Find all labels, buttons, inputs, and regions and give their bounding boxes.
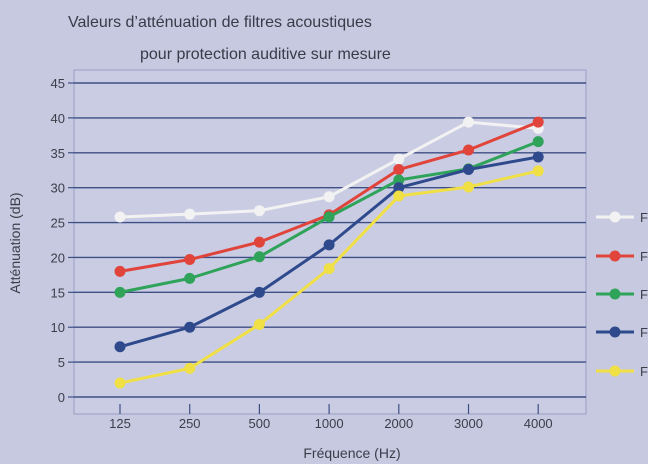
y-tick-label: 5 bbox=[58, 355, 65, 370]
data-point bbox=[393, 174, 405, 186]
data-point bbox=[184, 272, 196, 284]
legend-swatch-marker bbox=[609, 250, 621, 262]
legend-swatch-marker bbox=[609, 288, 621, 300]
data-point bbox=[323, 263, 335, 275]
data-point bbox=[393, 190, 405, 202]
data-point bbox=[114, 211, 126, 223]
x-tick-label: 125 bbox=[109, 416, 131, 431]
series-5 bbox=[114, 165, 544, 389]
data-point bbox=[323, 191, 335, 203]
legend-swatch-marker bbox=[609, 211, 621, 223]
data-point bbox=[393, 164, 405, 176]
x-tick-label: 1000 bbox=[315, 416, 344, 431]
data-point bbox=[184, 362, 196, 374]
y-tick-label: 45 bbox=[51, 76, 65, 91]
y-tick-label: 15 bbox=[51, 285, 65, 300]
data-point bbox=[463, 181, 474, 193]
x-tick-label: 4000 bbox=[524, 416, 553, 431]
y-tick-label: 25 bbox=[51, 216, 65, 231]
data-point bbox=[114, 341, 126, 353]
chart-subtitle: pour protection auditive sur mesure bbox=[140, 46, 391, 63]
legend-label: F bbox=[640, 287, 648, 302]
series-4 bbox=[114, 151, 544, 353]
y-tick-label: 10 bbox=[51, 320, 65, 335]
data-point bbox=[184, 208, 196, 220]
data-point bbox=[393, 153, 405, 165]
x-tick-label: 500 bbox=[249, 416, 271, 431]
data-point bbox=[184, 254, 196, 266]
x-tick-label: 250 bbox=[179, 416, 201, 431]
data-point bbox=[114, 265, 126, 277]
data-point bbox=[184, 321, 196, 333]
legend-label: F bbox=[640, 364, 648, 379]
data-point bbox=[253, 318, 265, 330]
y-axis-label: Atténuation (dB) bbox=[7, 192, 23, 293]
data-point bbox=[532, 116, 544, 128]
data-point bbox=[532, 151, 544, 163]
y-tick-label: 30 bbox=[51, 181, 65, 196]
data-point bbox=[323, 239, 335, 251]
data-point bbox=[463, 164, 474, 176]
data-point bbox=[114, 377, 126, 389]
legend-label: F bbox=[640, 249, 648, 264]
data-point bbox=[253, 251, 265, 263]
series-lines bbox=[114, 116, 544, 389]
x-axis-label: Fréquence (Hz) bbox=[303, 445, 400, 461]
data-point bbox=[253, 286, 265, 298]
legend-swatch-marker bbox=[609, 365, 621, 377]
series-1 bbox=[114, 116, 544, 223]
x-axis-ticks: 125 250 500 1000 2000 3000 4000 bbox=[109, 404, 553, 431]
y-tick-label: 20 bbox=[51, 250, 65, 265]
x-tick-label: 3000 bbox=[454, 416, 483, 431]
data-point bbox=[253, 205, 265, 217]
data-point bbox=[323, 211, 335, 223]
legend-label: F bbox=[640, 325, 648, 340]
y-tick-label: 40 bbox=[51, 111, 65, 126]
data-point bbox=[463, 116, 474, 128]
data-point bbox=[463, 144, 474, 156]
legend: F F F F F bbox=[596, 210, 648, 379]
data-point bbox=[532, 136, 544, 148]
y-tick-label: 0 bbox=[58, 390, 65, 405]
y-tick-label: 35 bbox=[51, 146, 65, 161]
data-point bbox=[253, 236, 265, 248]
gridlines bbox=[74, 82, 586, 398]
data-point bbox=[532, 165, 544, 177]
x-tick-label: 2000 bbox=[384, 416, 413, 431]
data-point bbox=[114, 286, 126, 298]
legend-swatch-marker bbox=[609, 326, 621, 338]
data-point bbox=[393, 182, 405, 194]
legend-label: F bbox=[640, 210, 648, 225]
y-axis-ticks: 0 5 10 15 20 25 30 35 40 45 bbox=[51, 76, 74, 405]
chart-title: Valeurs d’atténuation de filtres acousti… bbox=[68, 14, 372, 31]
